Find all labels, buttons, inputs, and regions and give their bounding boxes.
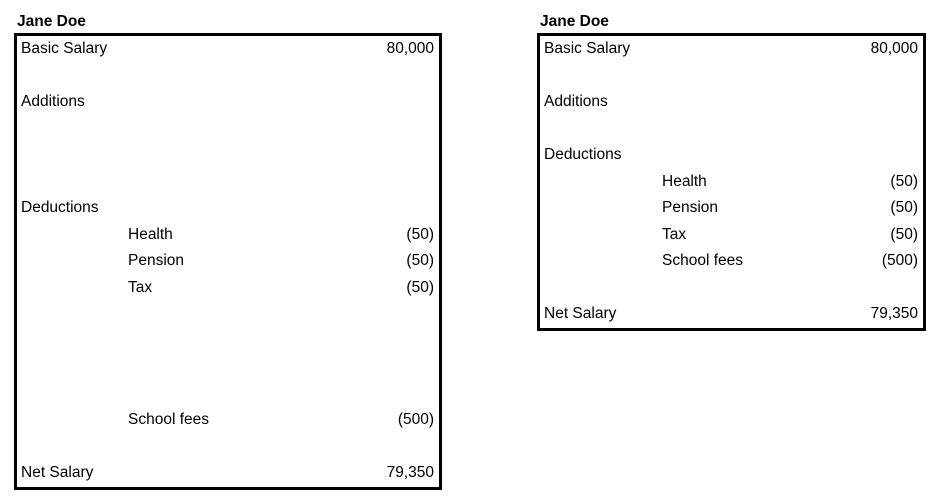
statement-row <box>17 381 439 408</box>
statement-row <box>540 63 923 90</box>
statement-row <box>17 434 439 461</box>
statement-row: Additions <box>17 89 439 116</box>
statement-title: Jane Doe <box>540 13 609 30</box>
row-label: Basic Salary <box>21 40 108 57</box>
row-label: Net Salary <box>544 305 617 322</box>
row-value: (500) <box>881 252 918 269</box>
statement-row: Additions <box>540 89 923 116</box>
row-value: 79,350 <box>386 464 434 481</box>
row-value: 80,000 <box>870 40 918 57</box>
statement-row <box>17 169 439 196</box>
row-value: 79,350 <box>870 305 918 322</box>
statement-row <box>17 116 439 143</box>
statement-row: School fees (500) <box>540 248 923 275</box>
statement-box: Basic Salary 80,000 Additions Deductions Hea… <box>537 33 926 331</box>
row-label: Basic Salary <box>544 40 631 57</box>
row-label: Net Salary <box>21 464 94 481</box>
row-value: (50) <box>890 199 918 216</box>
row-label: Health <box>128 225 173 243</box>
row-value: (50) <box>406 225 434 243</box>
statement-row: Pension (50) <box>540 195 923 222</box>
row-value: (50) <box>406 278 434 296</box>
row-label: Tax <box>662 225 687 243</box>
statement-row: Tax (50) <box>540 222 923 249</box>
statement-row: Pension (50) <box>17 248 439 275</box>
row-label: Health <box>662 172 707 190</box>
statement-row <box>17 63 439 90</box>
statement-title: Jane Doe <box>17 13 86 30</box>
statement-row: Basic Salary 80,000 <box>540 36 923 63</box>
row-value: (50) <box>406 252 434 269</box>
salary-statement-right: Jane Doe Basic Salary 80,000 Additions Dedu… <box>537 13 926 331</box>
statement-row: Net Salary 79,350 <box>540 301 923 328</box>
statement-row: Deductions <box>540 142 923 169</box>
row-value: 80,000 <box>386 40 434 57</box>
salary-statement-left: Jane Doe Basic Salary 80,000 Additions Dedu… <box>14 13 442 490</box>
row-label: Additions <box>21 93 85 110</box>
statement-row <box>17 328 439 355</box>
statement-row: Deductions <box>17 195 439 222</box>
statement-row <box>17 142 439 169</box>
statement-row: School fees (500) <box>17 407 439 434</box>
statement-row: Tax (50) <box>17 275 439 302</box>
row-label: School fees <box>128 411 209 428</box>
statement-row <box>540 116 923 143</box>
statement-row <box>540 275 923 302</box>
statement-row: Health (50) <box>17 222 439 249</box>
row-label: Deductions <box>544 146 622 163</box>
row-value: (50) <box>890 172 918 190</box>
row-label: Pension <box>662 199 719 216</box>
row-label: School fees <box>662 252 743 269</box>
statement-box: Basic Salary 80,000 Additions Deductions Hea… <box>14 33 442 490</box>
statement-row <box>17 354 439 381</box>
statement-row <box>17 301 439 328</box>
row-label: Deductions <box>21 199 99 216</box>
statement-row: Health (50) <box>540 169 923 196</box>
statement-row: Net Salary 79,350 <box>17 460 439 487</box>
row-value: (50) <box>890 225 918 243</box>
row-label: Pension <box>128 252 185 269</box>
row-label: Tax <box>128 278 153 296</box>
row-label: Additions <box>544 93 608 110</box>
statement-row: Basic Salary 80,000 <box>17 36 439 63</box>
row-value: (500) <box>397 411 434 428</box>
